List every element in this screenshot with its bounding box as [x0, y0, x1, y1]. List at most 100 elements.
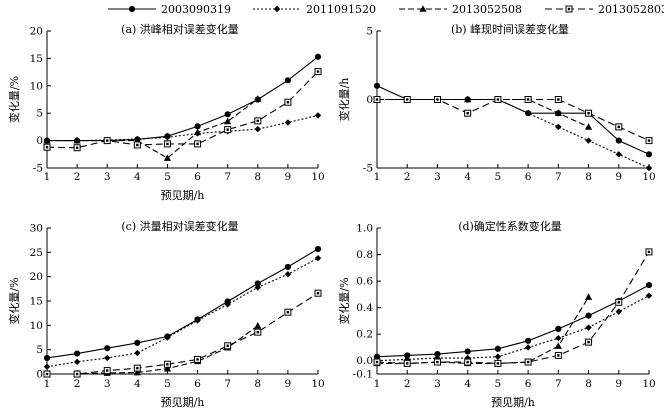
data-point-center: [256, 119, 259, 123]
x-tick-label: 4: [464, 378, 471, 390]
series-2013052803: [373, 96, 653, 145]
x-tick-label: 8: [254, 171, 261, 183]
data-point: [585, 137, 592, 144]
y-tick-label: 5: [36, 108, 43, 120]
data-point: [134, 349, 141, 357]
series-line: [376, 295, 650, 362]
legend-marker: [273, 5, 281, 13]
y-tick-label: 10: [30, 320, 43, 332]
data-point: [254, 322, 262, 329]
legend-label: 2013052803: [598, 3, 664, 16]
x-tick-label: 10: [642, 171, 655, 183]
data-point: [645, 292, 653, 299]
data-point-center: [45, 372, 49, 376]
data-point: [164, 334, 171, 341]
data-point: [284, 119, 292, 126]
x-tick-label: 2: [74, 378, 81, 390]
data-point: [314, 254, 322, 262]
data-point-center: [466, 112, 469, 115]
data-point: [615, 308, 622, 315]
data-point-center: [436, 98, 439, 101]
x-tick-label: 6: [525, 171, 532, 183]
data-point: [584, 123, 593, 130]
series-line: [46, 248, 319, 359]
legend-item: 2013052508: [399, 3, 522, 16]
data-point: [645, 164, 653, 172]
data-point: [224, 111, 231, 118]
data-point-center: [106, 369, 109, 372]
y-tick-label: 0: [36, 135, 43, 147]
data-point: [464, 348, 471, 355]
data-point-center: [647, 139, 651, 142]
data-point: [284, 77, 291, 84]
x-tick-label: 2: [404, 378, 411, 390]
legend-marker: [128, 5, 136, 13]
data-point-center: [436, 360, 439, 364]
data-point: [554, 342, 562, 349]
x-tick-label: 7: [224, 171, 231, 183]
data-point: [134, 339, 141, 346]
data-point-center: [375, 360, 379, 364]
y-tick-label: 0: [366, 94, 373, 106]
series-line: [47, 114, 319, 142]
x-tick-label: 9: [615, 378, 622, 390]
y-axis-label: 变化量/%: [337, 277, 351, 324]
data-point: [615, 151, 622, 158]
panel-title: (a) 洪峰相对误差变化量: [121, 22, 239, 36]
data-point: [434, 350, 441, 358]
x-tick-label: 7: [555, 171, 562, 183]
x-tick-label: 1: [44, 378, 51, 390]
panel-d: -0.1 0.0 0.2 0.4 0.6 0.8 1.0 1 2 3 4 5 6 7 8 9 10 (d)确定性系…: [337, 219, 656, 409]
data-point-center: [406, 362, 409, 365]
x-tick-label: 10: [642, 378, 655, 390]
data-point-center: [496, 362, 500, 365]
data-point: [314, 112, 322, 119]
data-point: [555, 334, 562, 342]
series-line: [47, 56, 319, 142]
x-tick-label: 3: [104, 378, 111, 390]
x-tick-label: 9: [285, 378, 292, 390]
x-tick-label: 2: [404, 171, 411, 183]
y-tick-label: 25: [30, 247, 43, 259]
data-point: [163, 364, 172, 372]
data-point: [104, 354, 111, 362]
y-tick-label: 15: [30, 53, 43, 65]
y-tick-label: 20: [30, 26, 43, 38]
data-point: [584, 293, 593, 300]
x-tick-label: 8: [585, 378, 592, 390]
data-point-center: [226, 128, 229, 131]
x-tick-label: 8: [254, 378, 261, 390]
panel-title: (d)确定性系数变化量: [458, 219, 562, 233]
data-point: [615, 137, 622, 144]
data-point-center: [286, 310, 290, 314]
panel-title: (c) 洪量相对误差变化量: [121, 219, 238, 233]
y-tick-label: 0.2: [356, 329, 373, 341]
x-tick-label: 3: [434, 171, 441, 183]
series-2003090319: [373, 82, 653, 158]
x-tick-label: 4: [464, 171, 471, 183]
data-point: [373, 353, 381, 360]
y-axis-label: 变化量/%: [7, 277, 21, 324]
data-point-center: [375, 98, 379, 101]
data-point-center: [136, 143, 139, 147]
data-point: [254, 280, 261, 287]
x-tick-label: 3: [434, 378, 441, 390]
data-point: [314, 245, 322, 253]
data-point-center: [406, 98, 409, 101]
y-tick-label: 0.4: [356, 302, 373, 314]
series-line: [376, 85, 650, 155]
series-line: [47, 98, 259, 159]
series-2011091520: [373, 292, 653, 364]
x-axis-label: 预见期/h: [491, 396, 535, 409]
x-tick-label: 7: [224, 378, 231, 390]
data-point: [194, 123, 201, 130]
series-line: [47, 292, 319, 375]
data-point-center: [316, 70, 320, 73]
series-line: [377, 98, 650, 169]
y-tick-label: 5: [366, 26, 373, 38]
data-point: [494, 353, 502, 360]
series-line: [376, 251, 650, 364]
series-2011091520: [43, 254, 322, 370]
